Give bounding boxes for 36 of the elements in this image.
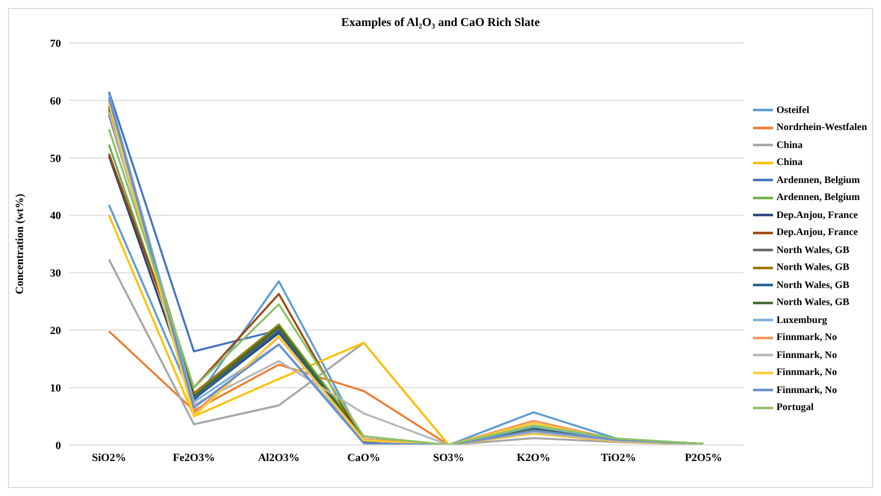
legend-label: Nordrhein-Westfalen <box>776 122 867 134</box>
y-tick-label: 30 <box>50 268 62 280</box>
legend-label: Luxemburg <box>776 314 828 326</box>
x-tick-label: CaO% <box>347 452 380 464</box>
chart-title: Examples of Al₂O₃ and CaO Rich Slate <box>340 14 541 31</box>
x-tick-label: K2O% <box>516 452 550 464</box>
y-tick-label: 20 <box>50 325 62 338</box>
legend-label: Portugal <box>776 402 814 414</box>
y-axis-title: Concentration (wt%) <box>14 193 26 294</box>
x-tick-label: SO3% <box>433 452 464 464</box>
legend-label: Osteifel <box>776 104 810 116</box>
legend-label: China <box>776 157 803 168</box>
legend-label: Dep.Anjou, France <box>776 210 858 221</box>
legend-label: Finnmark, No <box>776 367 838 378</box>
x-tick-label: TiO2% <box>600 452 636 464</box>
legend-label: North Wales, GB <box>776 244 850 256</box>
x-tick-label: Fe2O3% <box>172 452 216 464</box>
x-tick-label: Al2O3% <box>258 452 300 464</box>
x-tick-label: P2O5% <box>684 452 722 464</box>
legend-label: North Wales, GB <box>776 280 850 291</box>
legend-label: Ardennen, Belgium <box>776 174 860 186</box>
legend-label: Finnmark, No <box>776 384 838 396</box>
y-tick-label: 70 <box>50 38 62 50</box>
y-tick-label: 10 <box>50 382 62 394</box>
legend-label: North Wales, GB <box>776 297 850 308</box>
legend-label: Ardennen, Belgium <box>776 192 860 204</box>
legend-label: Finnmark, No <box>776 350 838 361</box>
legend-label: Dep.Anjou, France <box>776 227 858 238</box>
legend-label: North Wales, GB <box>776 262 850 274</box>
y-tick-label: 40 <box>50 210 62 222</box>
y-tick-label: 50 <box>50 152 62 165</box>
y-tick-label: 60 <box>50 95 62 108</box>
y-tick-label: 0 <box>56 440 62 452</box>
x-tick-label: SiO2% <box>92 452 126 464</box>
legend-label: Finnmark, No <box>776 332 838 344</box>
legend-label: China <box>776 140 803 151</box>
